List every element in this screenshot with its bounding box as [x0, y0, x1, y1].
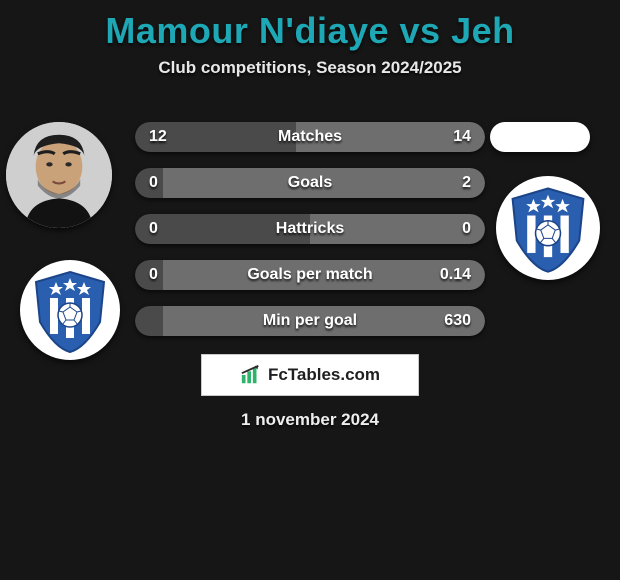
- stat-label: Goals per match: [247, 266, 372, 284]
- stat-right-value: 14: [453, 128, 471, 146]
- date-label: 1 november 2024: [241, 410, 379, 430]
- stat-left-value: 0: [149, 266, 158, 284]
- stats-bars: 12 14 Matches 0 2 Goals 0 0 Hattricks 0 0.14 Goals …: [135, 122, 485, 352]
- club-left: [20, 260, 120, 360]
- brand-box: FcTables.com: [201, 354, 419, 396]
- stat-right-value: 630: [444, 312, 471, 330]
- stat-row: 0 0 Hattricks: [135, 214, 485, 244]
- stat-row: 630 Min per goal: [135, 306, 485, 336]
- stat-label: Min per goal: [263, 312, 357, 330]
- player-right: [490, 122, 590, 152]
- stat-row: 0 2 Goals: [135, 168, 485, 198]
- brand-bars-icon: [240, 364, 262, 386]
- stat-left-fill: [135, 306, 163, 336]
- stat-right-value: 2: [462, 174, 471, 192]
- stat-row: 0 0.14 Goals per match: [135, 260, 485, 290]
- player-left: [6, 122, 112, 228]
- club-right: [496, 176, 600, 280]
- stat-label: Matches: [278, 128, 342, 146]
- stat-label: Hattricks: [276, 220, 344, 238]
- stat-left-value: 12: [149, 128, 167, 146]
- stat-right-value: 0.14: [440, 266, 471, 284]
- stat-left-value: 0: [149, 220, 158, 238]
- club-badge-icon: [20, 260, 120, 360]
- player-avatar-icon: [6, 122, 112, 228]
- stat-row: 12 14 Matches: [135, 122, 485, 152]
- stat-left-value: 0: [149, 174, 158, 192]
- stat-right-value: 0: [462, 220, 471, 238]
- stat-label: Goals: [288, 174, 332, 192]
- comparison-card: Mamour N'diaye vs Jeh Club competitions,…: [0, 0, 620, 580]
- brand-text: FcTables.com: [268, 365, 380, 385]
- club-badge-icon: [496, 176, 600, 280]
- subtitle: Club competitions, Season 2024/2025: [0, 58, 620, 78]
- page-title: Mamour N'diaye vs Jeh: [0, 0, 620, 52]
